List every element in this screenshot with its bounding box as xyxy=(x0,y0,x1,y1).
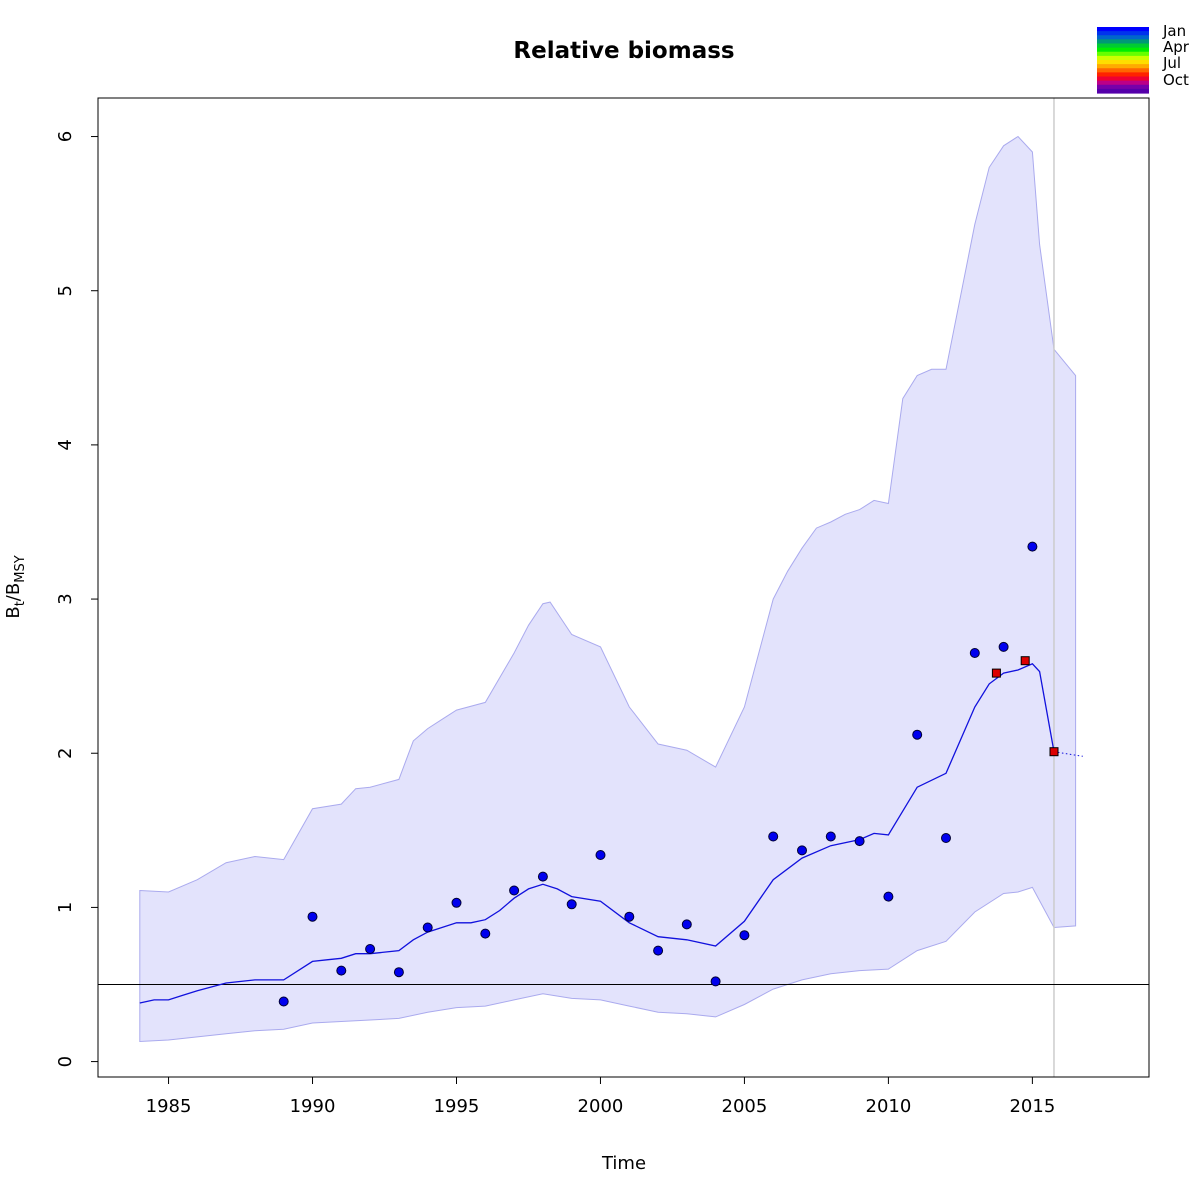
observation-point xyxy=(825,831,836,842)
legend-month-label: Jul xyxy=(1162,54,1181,72)
legend-color-swatch xyxy=(1097,35,1149,40)
legend-color-swatch xyxy=(1097,88,1149,94)
y-axis-label-sub1: t xyxy=(13,601,28,606)
chart-title: Relative biomass xyxy=(513,38,734,64)
legend-color-swatch xyxy=(1097,55,1149,61)
observation-point xyxy=(710,976,721,987)
observation-point xyxy=(566,899,577,910)
highlighted-state-marker xyxy=(991,668,1001,678)
observation-point xyxy=(998,641,1009,652)
prediction-line xyxy=(1053,751,1083,757)
legend-color-swatch xyxy=(1097,60,1149,65)
legend-color-swatch xyxy=(1097,76,1149,82)
observation-point xyxy=(537,871,548,882)
y-tick-label: 3 xyxy=(55,593,76,604)
observation-point xyxy=(307,911,318,922)
observation-point xyxy=(653,945,664,956)
highlighted-state-marker xyxy=(1049,747,1059,757)
legend-color-swatch xyxy=(1097,72,1149,78)
y-tick-label: 1 xyxy=(55,902,76,913)
legend-color-swatch xyxy=(1097,84,1149,90)
observation-point xyxy=(854,836,865,847)
legend-color-swatch xyxy=(1097,68,1149,73)
y-axis-label: Bt/BMSY xyxy=(3,555,28,618)
confidence-band xyxy=(139,135,1077,1043)
legend-color-swatch xyxy=(1097,80,1149,86)
legend-color-swatch xyxy=(1097,51,1149,57)
x-tick-label: 2015 xyxy=(1009,1096,1055,1117)
highlighted-state-marker xyxy=(1020,656,1030,666)
x-tick-label: 1990 xyxy=(290,1096,336,1117)
y-axis-label-sep: /B xyxy=(3,583,24,601)
legend-month-label: Apr xyxy=(1163,38,1190,56)
observation-point xyxy=(365,944,376,954)
observation-point xyxy=(681,919,692,930)
legend-color-swatch xyxy=(1097,27,1149,32)
observation-point xyxy=(595,850,606,860)
y-tick-label: 6 xyxy=(55,131,76,142)
x-axis: 1985 1990 1995 2000 2005 2010 2015 xyxy=(146,1077,1055,1117)
observation-point xyxy=(1027,541,1038,552)
plot-frame xyxy=(97,97,1150,1078)
plot-area xyxy=(98,98,1149,1077)
legend-color-swatch xyxy=(1097,39,1149,45)
observation-point xyxy=(480,928,491,939)
y-tick-label: 2 xyxy=(55,748,76,759)
y-tick-label: 0 xyxy=(55,1056,76,1067)
legend-color-swatch xyxy=(1097,64,1149,69)
observation-point xyxy=(509,885,520,896)
observation-point xyxy=(969,648,980,658)
legend-color-swatch xyxy=(1097,31,1149,36)
observation-point xyxy=(797,845,807,856)
observation-point xyxy=(624,911,635,922)
observation-point xyxy=(422,922,433,933)
observation-point xyxy=(278,996,289,1007)
legend-color-swatch xyxy=(1097,47,1149,53)
observation-point xyxy=(941,833,951,843)
y-tick-label: 5 xyxy=(55,285,76,296)
y-axis-label-main: B xyxy=(3,606,24,618)
observation-point xyxy=(393,967,404,978)
x-tick-label: 1985 xyxy=(146,1096,192,1117)
y-axis: 0 1 2 3 4 5 6 xyxy=(55,131,98,1067)
observation-point xyxy=(768,831,779,842)
x-tick-label: 1995 xyxy=(434,1096,480,1117)
observation-point xyxy=(336,965,347,976)
x-axis-label: Time xyxy=(601,1153,646,1174)
legend-month-label: Jan xyxy=(1162,22,1186,40)
observation-point xyxy=(912,729,923,740)
observation-point xyxy=(739,930,750,941)
legend-month-label: Oct xyxy=(1163,71,1189,89)
legend-color-swatch xyxy=(1097,43,1149,49)
observation-point xyxy=(451,897,462,908)
x-tick-label: 2010 xyxy=(866,1096,912,1117)
x-tick-label: 2000 xyxy=(578,1096,624,1117)
x-tick-label: 2005 xyxy=(722,1096,768,1117)
y-tick-label: 4 xyxy=(55,439,76,450)
y-axis-label-sub2: MSY xyxy=(13,555,28,582)
estimated-biomass-line xyxy=(139,663,1055,1004)
observation-point xyxy=(883,891,894,902)
